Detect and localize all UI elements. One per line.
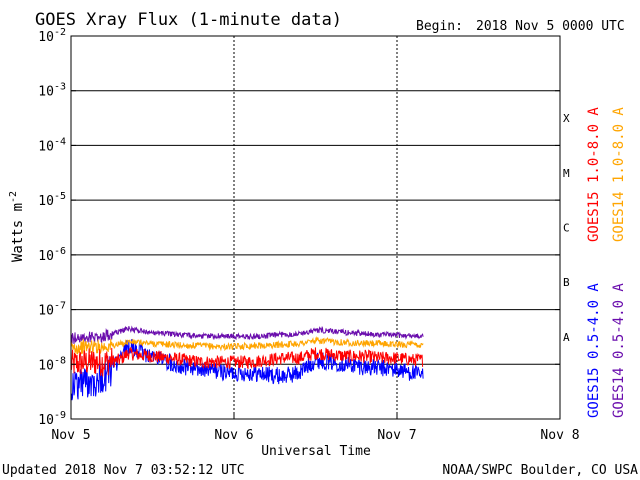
x-tick-labels: Nov 5 Nov 6 Nov 7 Nov 8 — [51, 413, 580, 443]
credit-text: NOAA/SWPC Boulder, CO USA — [442, 463, 638, 478]
y-tick-label: 10-7 — [38, 301, 66, 319]
y-tick-base: 10 — [38, 249, 54, 264]
y-tick-base: 10 — [38, 413, 54, 428]
flare-class-label: M — [563, 167, 570, 180]
y-tick-base: 10 — [38, 85, 54, 100]
y-tick-base: 10 — [38, 304, 54, 319]
legend-entry: GOES15 0.5-4.0 A — [586, 283, 602, 418]
legend-entry: GOES15 1.0-8.0 A — [586, 107, 602, 242]
y-tick-label: 10-4 — [38, 136, 66, 154]
y-tick-labels: 10-210-310-410-510-610-710-810-9 — [38, 27, 560, 428]
y-axis-label-group: Watts m-2 — [8, 191, 26, 262]
x-tick-label: Nov 6 — [214, 428, 253, 443]
y-tick-exp: -4 — [54, 136, 66, 147]
y-tick-exp: -3 — [54, 82, 66, 93]
y-tick-base: 10 — [38, 139, 54, 154]
y-tick-exp: -7 — [54, 301, 66, 312]
y-tick-label: 10-6 — [38, 246, 66, 264]
y-tick-base: 10 — [38, 194, 54, 209]
y-tick-exp: -2 — [54, 27, 66, 38]
y-tick-label: 10-9 — [38, 410, 66, 428]
series-line — [70, 347, 424, 377]
y-tick-base: 10 — [38, 30, 54, 45]
flare-class-label: B — [563, 276, 570, 289]
flare-class-label: C — [563, 222, 570, 235]
y-tick-label: 10-5 — [38, 191, 66, 209]
series-line — [70, 336, 424, 355]
begin-label: Begin: — [416, 19, 463, 34]
flare-class-label: A — [563, 331, 570, 344]
grid-layer — [71, 36, 560, 419]
y-tick-label: 10-3 — [38, 82, 66, 100]
flare-class-labels: X M C B A — [563, 112, 570, 344]
y-tick-base: 10 — [38, 358, 54, 373]
x-tick-label: Nov 5 — [51, 428, 90, 443]
chart-title: GOES Xray Flux (1-minute data) — [35, 10, 342, 30]
legend-entry: GOES14 0.5-4.0 A — [611, 283, 627, 418]
y-tick-exp: -6 — [54, 246, 66, 257]
x-tick-label: Nov 8 — [540, 428, 579, 443]
series-line — [70, 339, 424, 401]
legend: GOES15 1.0-8.0 A GOES14 1.0-8.0 A GOES15 0… — [586, 107, 627, 418]
series-layer — [70, 325, 424, 401]
flare-class-label: X — [563, 112, 570, 125]
y-tick-exp: -5 — [54, 191, 66, 202]
y-axis-label: Watts m-2 — [8, 191, 26, 262]
y-axis-label-sup: -2 — [8, 191, 19, 203]
y-tick-label: 10-8 — [38, 355, 66, 373]
plot-frame — [70, 35, 561, 420]
legend-entry: GOES14 1.0-8.0 A — [611, 107, 627, 242]
y-tick-label: 10-2 — [38, 27, 66, 45]
updated-timestamp: Updated 2018 Nov 7 03:52:12 UTC — [2, 463, 245, 478]
y-tick-exp: -8 — [54, 355, 66, 366]
series-line — [70, 325, 424, 345]
x-axis-label: Universal Time — [261, 444, 371, 459]
y-axis-label-text: Watts m — [10, 203, 26, 262]
begin-value: 2018 Nov 5 0000 UTC — [476, 19, 625, 34]
x-tick-label: Nov 7 — [377, 428, 416, 443]
y-tick-exp: -9 — [54, 410, 66, 421]
